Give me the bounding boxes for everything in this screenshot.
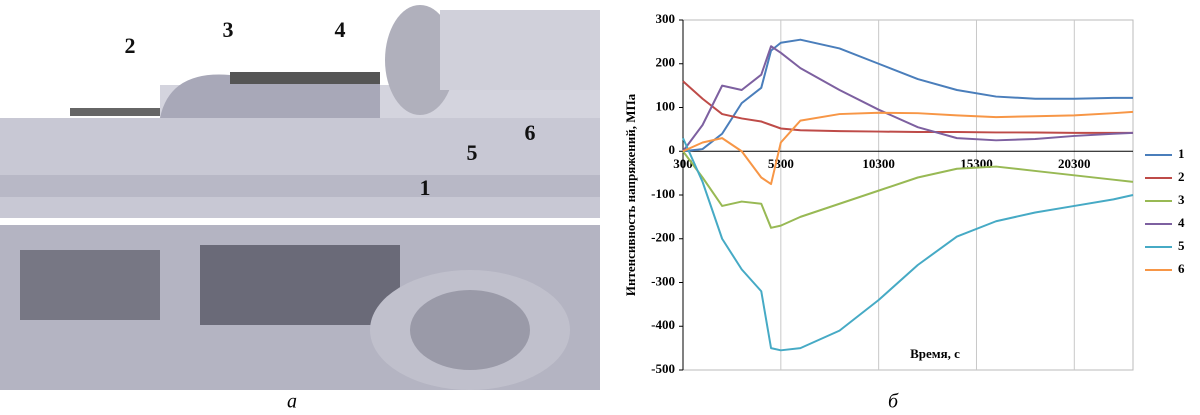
legend-label: 6 (1178, 261, 1185, 276)
y-tick-label: -500 (651, 361, 675, 376)
y-tick-label: -400 (651, 317, 675, 332)
x-tick-label: 20300 (1058, 156, 1091, 171)
x-tick-label: 10300 (862, 156, 895, 171)
plot-area (682, 19, 1134, 371)
part-label: 1 (420, 175, 431, 200)
panel-caption: б (888, 391, 899, 413)
series-line (682, 45, 1134, 152)
legend-label: 1 (1178, 146, 1185, 161)
x-axis-label: Время, с (910, 346, 960, 361)
y-tick-label: 300 (656, 11, 676, 26)
series-line (682, 38, 1133, 153)
part-label: 6 (525, 120, 536, 145)
part-label: 5 (467, 140, 478, 165)
y-tick-label: -200 (651, 230, 675, 245)
legend-label: 2 (1178, 169, 1185, 184)
y-tick-label: -100 (651, 186, 675, 201)
series-line (682, 110, 1134, 186)
part-label: 2 (125, 33, 136, 58)
legend-label: 5 (1178, 238, 1185, 253)
panel-caption: а (287, 391, 297, 413)
y-axis-label: Интенсивность напряжений, МПа (623, 93, 638, 296)
y-tick-label: 0 (669, 142, 676, 157)
x-tick-label: 5300 (768, 156, 794, 171)
y-tick-label: -300 (651, 273, 675, 288)
y-tick-label: 200 (656, 55, 676, 70)
series-line (682, 150, 1134, 229)
y-tick-label: 100 (656, 98, 676, 113)
series-line (682, 80, 1133, 134)
part-label: 4 (335, 17, 346, 42)
legend-label: 4 (1178, 215, 1185, 230)
model-render (0, 0, 600, 390)
series-line (682, 137, 1134, 352)
legend-label: 3 (1178, 192, 1185, 207)
part-label: 3 (223, 17, 234, 42)
